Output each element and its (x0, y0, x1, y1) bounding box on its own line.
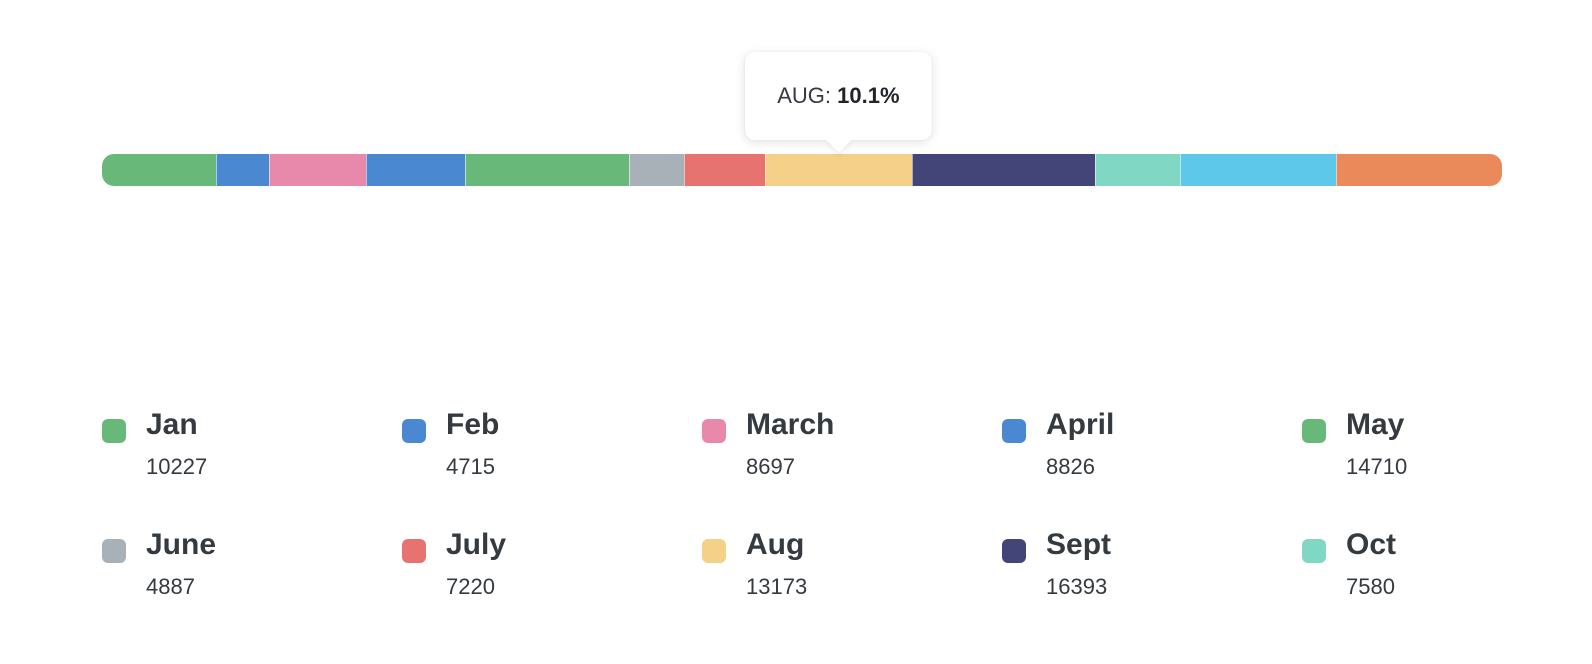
legend-item-jan: Jan 10227 (102, 408, 402, 486)
bar-segment-nov[interactable] (1179, 154, 1337, 186)
legend-label: July (446, 528, 507, 561)
legend-item-oct: Oct 7580 (1302, 528, 1592, 606)
legend-value: 10227 (146, 454, 208, 479)
legend-item-may: May 14710 (1302, 408, 1592, 486)
bar-segment-feb[interactable] (216, 154, 270, 186)
stacked-bar (102, 154, 1502, 186)
legend-label: Oct (1346, 528, 1397, 561)
bar-segment-july[interactable] (683, 154, 765, 186)
legend-value: 16393 (1046, 574, 1108, 599)
legend-label: March (746, 408, 835, 441)
legend-item-march: March 8697 (702, 408, 1002, 486)
legend-item-sept: Sept 16393 (1002, 528, 1302, 606)
legend-swatch (1002, 539, 1026, 563)
legend-item-april: April 8826 (1002, 408, 1302, 486)
legend-swatch (402, 419, 426, 443)
legend-value: 7580 (1346, 574, 1395, 599)
tooltip-label: AUG: (777, 83, 832, 108)
bar-segment-april[interactable] (366, 154, 465, 186)
legend-value: 8697 (746, 454, 795, 479)
legend-value: 8826 (1046, 454, 1095, 479)
legend-swatch (1302, 419, 1326, 443)
legend-swatch (1002, 419, 1026, 443)
legend-label: Aug (746, 528, 805, 561)
legend-value: 7220 (446, 574, 495, 599)
bar-segment-dec[interactable] (1336, 154, 1502, 186)
bar-segment-jan[interactable] (102, 154, 217, 186)
legend-swatch (1302, 539, 1326, 563)
bar-segment-march[interactable] (269, 154, 367, 186)
bar-segment-may[interactable] (464, 154, 630, 186)
bar-segment-aug[interactable] (764, 154, 912, 186)
legend-item-july: July 7220 (402, 528, 702, 606)
legend-value: 4887 (146, 574, 195, 599)
legend-value: 4715 (446, 454, 495, 479)
legend-label: Jan (146, 408, 198, 441)
legend-label: Feb (446, 408, 500, 441)
legend-value: 14710 (1346, 454, 1408, 479)
legend-label: May (1346, 408, 1405, 441)
legend-item-feb: Feb 4715 (402, 408, 702, 486)
legend-swatch (102, 539, 126, 563)
bar-segment-sept[interactable] (911, 154, 1096, 186)
bar-segment-june[interactable] (629, 154, 684, 186)
tooltip-value: 10.1% (837, 83, 900, 108)
legend-item-june: June 4887 (102, 528, 402, 606)
legend-swatch (102, 419, 126, 443)
legend-swatch (702, 419, 726, 443)
bar-segment-oct[interactable] (1095, 154, 1180, 186)
legend-item-aug: Aug 13173 (702, 528, 1002, 606)
legend-value: 13173 (746, 574, 808, 599)
segment-tooltip: AUG: 10.1% (745, 52, 932, 140)
legend-label: June (146, 528, 217, 561)
legend-swatch (702, 539, 726, 563)
legend-label: April (1046, 408, 1115, 441)
legend-label: Sept (1046, 528, 1112, 561)
chart-legend: Jan 10227 Feb 4715 March 8697 April 8826 May 1471… (102, 408, 1552, 606)
legend-swatch (402, 539, 426, 563)
